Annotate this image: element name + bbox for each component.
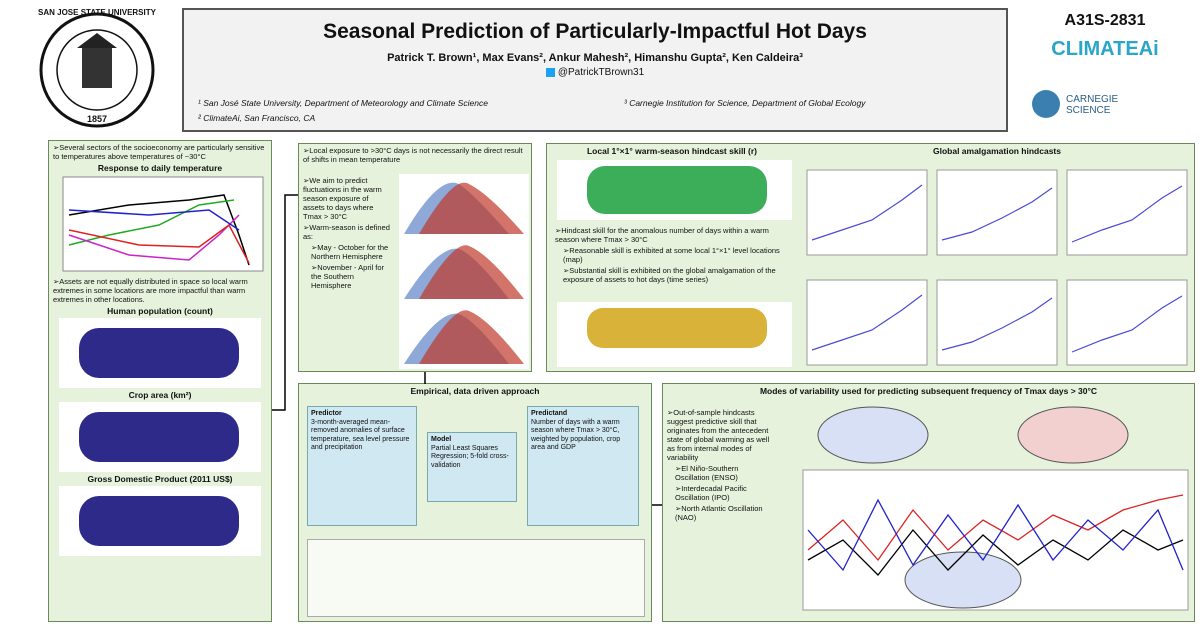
- left-panel: Several sectors of the socioeconomy are …: [48, 140, 272, 622]
- bullets: We aim to predict fluctuations in the wa…: [299, 174, 395, 292]
- arrow: [652, 504, 662, 506]
- distribution-plots: [399, 174, 529, 369]
- hindcast-panel: Local 1°×1° warm-season hindcast skill (…: [546, 143, 1195, 372]
- skill-map-south: [557, 302, 792, 367]
- sub-bullet: November - April for the Southern Hemisp…: [311, 263, 391, 290]
- twitter-icon: [545, 67, 555, 77]
- arrow: [424, 372, 426, 384]
- ts-title: Global amalgamation hindcasts: [932, 146, 1061, 156]
- bullet: Hindcast skill for the anomalous number …: [555, 226, 792, 244]
- affiliation: ² ClimateAi, San Francisco, CA: [198, 113, 316, 123]
- box-text: 3-month-averaged mean-removed anomalies …: [311, 418, 410, 452]
- sjsu-name: SAN JOSE STATE UNIVERSITY: [38, 8, 156, 17]
- equation: [307, 539, 645, 617]
- modes-panel: Modes of variability used for predicting…: [662, 383, 1195, 622]
- heading: Local exposure to >30°C days is not nece…: [303, 146, 527, 164]
- sub-bullet: North Atlantic Oscillation (NAO): [675, 504, 774, 522]
- box-title: Model: [431, 436, 452, 443]
- sub-bullet: Reasonable skill is exhibited at some lo…: [563, 246, 792, 264]
- bullet: Several sectors of the socioeconomy are …: [53, 143, 267, 161]
- approach-panel: Empirical, data driven approach Predicto…: [298, 383, 652, 622]
- title: Seasonal Prediction of Particularly-Impa…: [323, 20, 867, 43]
- bullets: Hindcast skill for the anomalous number …: [551, 224, 796, 286]
- climateai-logo: CLIMATEAi: [1051, 38, 1159, 60]
- authors: Patrick T. Brown¹, Max Evans², Ankur Mah…: [387, 52, 803, 64]
- box-title: Predictor: [311, 410, 342, 417]
- carnegie-icon: [1032, 90, 1060, 118]
- affiliation: ³ Carnegie Institution for Science, Depa…: [624, 98, 866, 108]
- land: [79, 412, 239, 462]
- bullet: Out-of-sample hindcasts suggest predicti…: [667, 408, 774, 462]
- map-title: Crop area (km²): [128, 390, 192, 400]
- sub-bullet: El Niño-Southern Oscillation (ENSO): [675, 464, 774, 482]
- bullet: Warm-season is defined as:: [303, 223, 391, 241]
- land: [587, 308, 767, 348]
- bullets: Out-of-sample hindcasts suggest predicti…: [663, 406, 778, 524]
- skill-map: [557, 160, 792, 220]
- poster-id: A31S-2831: [1064, 12, 1146, 29]
- sub-bullet: Substantial skill is exhibited on the gl…: [563, 266, 792, 284]
- map-title: Human population (count): [107, 306, 213, 316]
- box-title: Predictand: [531, 410, 568, 417]
- box-text: Partial Least Squares Regression; 5-fold…: [431, 444, 509, 469]
- hindcast-timeseries: [806, 169, 1188, 366]
- chart-title: Response to daily temperature: [97, 163, 223, 173]
- land: [79, 496, 239, 546]
- map: [59, 486, 261, 556]
- sub-bullet: Interdecadal Pacific Oscillation (IPO): [675, 484, 774, 502]
- seal-art: [39, 12, 155, 128]
- bullet: Assets are not equally distributed in sp…: [53, 277, 267, 304]
- response-chart: [62, 176, 264, 272]
- bullet: We aim to predict fluctuations in the wa…: [303, 176, 391, 221]
- box-text: Number of days with a warm season where …: [531, 418, 621, 452]
- affiliation: ¹ San José State University, Department …: [198, 98, 488, 108]
- twitter-handle: @PatrickTBrown31: [184, 67, 1006, 78]
- modes-chart: [802, 406, 1189, 611]
- section-title: Empirical, data driven approach: [410, 386, 540, 396]
- carnegie-logo: CARNEGIE SCIENCE: [1066, 94, 1119, 116]
- handle: @PatrickTBrown31: [557, 67, 645, 78]
- map-title: Gross Domestic Product (2011 US$): [87, 474, 233, 484]
- sjsu-year: 1857: [86, 114, 108, 124]
- exposure-panel: Local exposure to >30°C days is not nece…: [298, 143, 532, 372]
- header: Seasonal Prediction of Particularly-Impa…: [182, 8, 1008, 132]
- land: [587, 166, 767, 214]
- sjsu-seal: SAN JOSE STATE UNIVERSITY 1857: [22, 8, 172, 130]
- map: [59, 318, 261, 388]
- map: [59, 402, 261, 472]
- map-title: Local 1°×1° warm-season hindcast skill (…: [586, 146, 757, 156]
- land: [79, 328, 239, 378]
- section-title: Modes of variability used for predicting…: [759, 386, 1098, 396]
- predictor-box: Predictor 3-month-averaged mean-removed a…: [307, 406, 417, 526]
- predictand-box: Predictand Number of days with a warm sea…: [527, 406, 639, 526]
- model-box: Model Partial Least Squares Regression; 5…: [427, 432, 517, 502]
- arrow: [272, 194, 298, 411]
- sub-bullet: May - October for the Northern Hemispher…: [311, 243, 391, 261]
